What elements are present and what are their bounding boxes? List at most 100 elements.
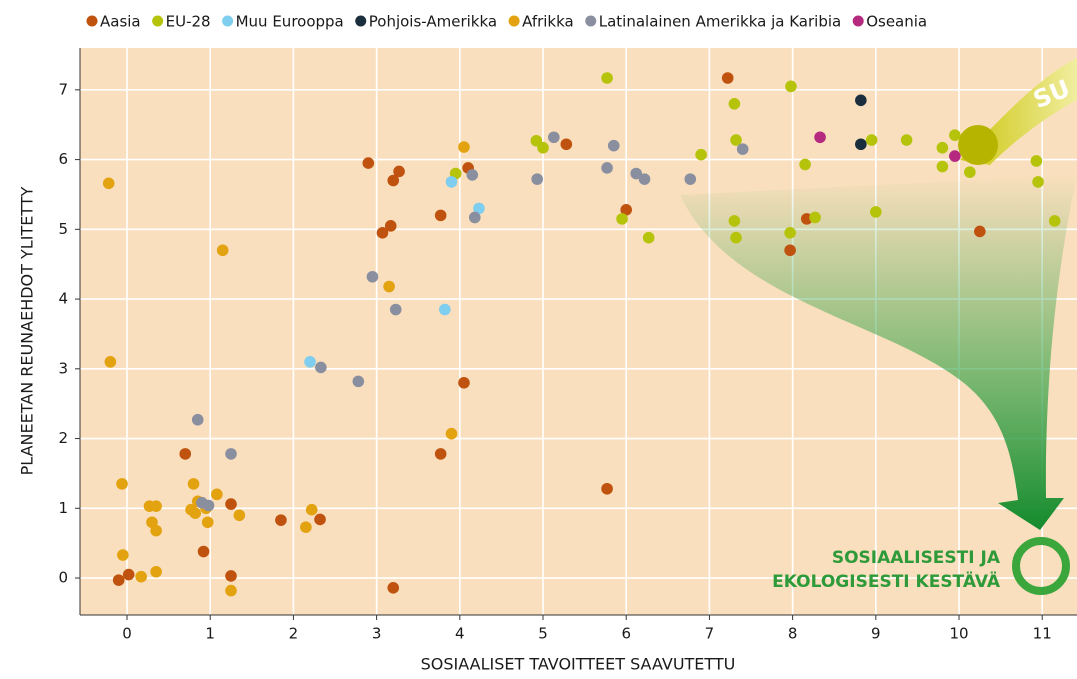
point [383, 281, 395, 293]
x-tick-label: 9 [871, 625, 881, 643]
chart: SU SOSIAALISESTI JA EKOLOGISESTI KESTÄVÄ… [0, 0, 1077, 679]
point [225, 585, 237, 597]
legend-marker [509, 16, 520, 27]
point [964, 166, 976, 178]
x-tick-label: 3 [372, 625, 382, 643]
point [809, 212, 821, 224]
point [390, 304, 402, 316]
point [684, 173, 696, 185]
point [974, 226, 986, 238]
point [949, 150, 961, 162]
point [901, 134, 913, 146]
point [722, 72, 734, 84]
point [1049, 215, 1061, 227]
point [304, 356, 316, 368]
point [730, 232, 742, 244]
legend-label: Pohjois-Amerikka [369, 13, 497, 31]
point [211, 489, 223, 501]
point [949, 129, 961, 141]
legend-marker [152, 16, 163, 27]
point [531, 173, 543, 185]
legend-marker [853, 16, 864, 27]
trend-start [958, 125, 998, 165]
point [537, 142, 549, 154]
point [737, 143, 749, 155]
point [113, 574, 125, 586]
legend-label: EU-28 [166, 13, 211, 31]
point [123, 569, 135, 581]
point [446, 176, 458, 188]
y-tick-label: 1 [58, 499, 68, 517]
point [458, 377, 470, 389]
point [601, 162, 613, 174]
point [103, 177, 115, 189]
point [601, 483, 613, 495]
point [608, 140, 620, 152]
point [446, 428, 458, 440]
point [799, 159, 811, 171]
y-tick-label: 7 [58, 80, 68, 98]
point [225, 498, 237, 510]
point [202, 516, 214, 528]
page: {"chart_data": {"type": "scatter", "x_la… [0, 0, 1077, 679]
point [393, 166, 405, 178]
point [601, 72, 613, 84]
x-tick-label: 0 [122, 625, 132, 643]
x-axis-title: SOSIAALISET TAVOITTEET SAAVUTETTU [421, 655, 736, 674]
point [385, 220, 397, 232]
x-tick-label: 6 [621, 625, 631, 643]
point [784, 244, 796, 256]
y-tick-label: 0 [58, 569, 68, 587]
point [225, 570, 237, 582]
y-tick-label: 6 [58, 150, 68, 168]
point [784, 227, 796, 239]
legend-label: Latinalainen Amerikka ja Karibia [599, 13, 841, 31]
x-tick-label: 5 [538, 625, 548, 643]
point [387, 582, 399, 594]
point [362, 157, 374, 169]
point [616, 213, 628, 225]
point [198, 546, 210, 558]
point [135, 571, 147, 583]
point [105, 356, 117, 368]
point [117, 549, 129, 561]
point [234, 509, 246, 521]
point [548, 131, 560, 143]
point [192, 414, 204, 426]
legend-marker [585, 16, 596, 27]
point [937, 161, 949, 173]
point [150, 500, 162, 512]
point [217, 244, 229, 256]
x-tick-label: 4 [455, 625, 465, 643]
point [458, 141, 470, 153]
point [435, 210, 447, 222]
point [275, 514, 287, 526]
point [937, 142, 949, 154]
point [561, 138, 573, 150]
y-axis-title: PLANEETAN REUNAEHDOT YLITETTY [18, 186, 37, 475]
y-tick-label: 5 [58, 220, 68, 238]
legend-label: Aasia [100, 13, 141, 31]
point [439, 304, 451, 316]
y-tick-label: 4 [58, 290, 68, 308]
target-label: SOSIAALISESTI JA [832, 548, 1001, 568]
target-label: EKOLOGISESTI KESTÄVÄ [772, 570, 1001, 592]
point [855, 138, 867, 150]
point [306, 504, 318, 516]
x-tick-label: 8 [788, 625, 798, 643]
point [466, 169, 478, 181]
legend-label: Afrikka [522, 13, 574, 31]
point [1032, 176, 1044, 188]
point [189, 507, 201, 519]
point [729, 215, 741, 227]
legend-label: Muu Eurooppa [236, 13, 344, 31]
legend-marker [355, 16, 366, 27]
point [785, 81, 797, 93]
x-tick-label: 2 [289, 625, 299, 643]
point [150, 566, 162, 578]
y-tick-label: 2 [58, 429, 68, 447]
point [353, 376, 365, 388]
x-tick-label: 1 [205, 625, 215, 643]
x-tick-label: 7 [705, 625, 715, 643]
point [695, 149, 707, 161]
